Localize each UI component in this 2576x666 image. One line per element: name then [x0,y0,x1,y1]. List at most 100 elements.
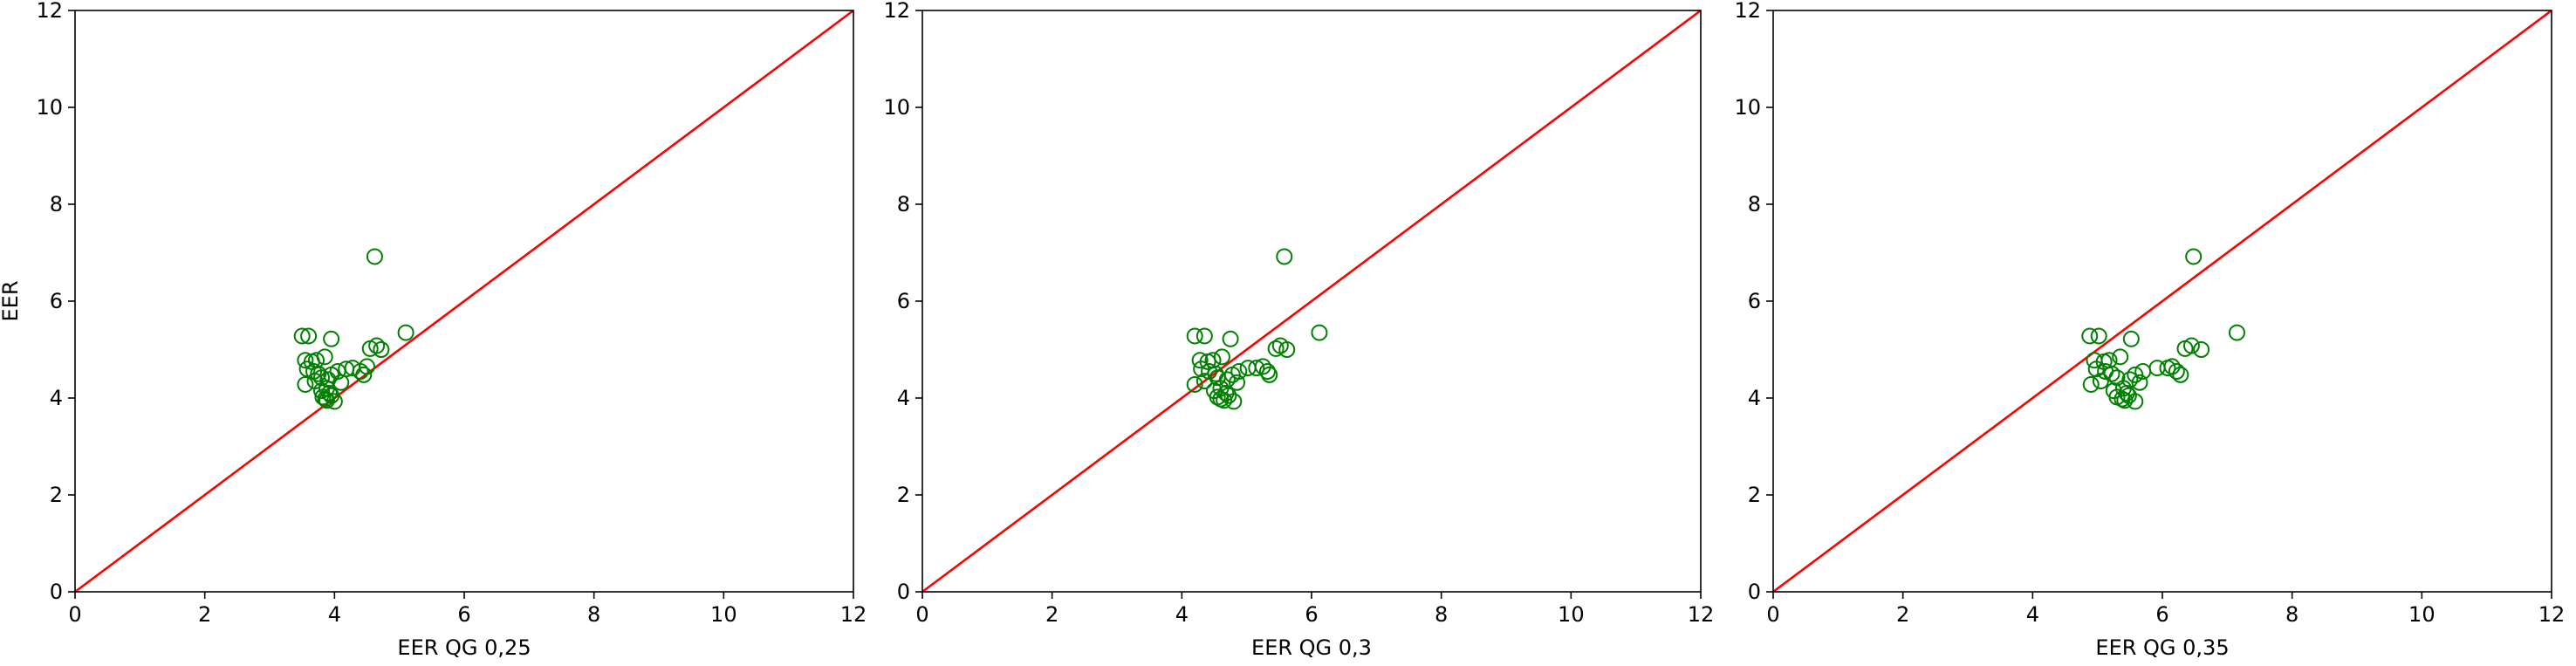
reference-line [921,9,1702,594]
data-point [323,330,340,347]
y-tick-label: 10 [36,95,63,120]
y-tick-label: 0 [1748,580,1761,604]
chart-panel-3: 0 2 4 6 8 10 12 0 2 4 6 8 10 12 EER QG 0,35 [1734,0,2565,660]
data-point [2182,337,2200,354]
data-point [2092,373,2109,390]
x-tick-label: 2 [198,602,211,627]
data-point [1213,348,1230,366]
x-tick-label: 6 [457,602,470,627]
data-point [2087,360,2105,378]
y-tick-label: 4 [897,386,910,410]
data-point [1186,375,1203,393]
x-tick-label: 4 [328,602,341,627]
y-tick-label: 10 [883,95,910,120]
data-point [355,366,373,383]
data-point [397,324,414,341]
y-tick-label: 12 [36,0,63,23]
x-tick-label: 10 [710,602,737,627]
data-point [366,248,383,265]
x-tick-label: 2 [1045,602,1058,627]
y-tick-label: 6 [897,289,910,313]
data-point [373,341,390,358]
y-tick-label: 8 [50,192,63,216]
data-point [2131,374,2148,391]
data-point [297,352,314,369]
data-point [308,352,325,369]
x-tick-label: 10 [1558,602,1585,627]
data-point [2090,327,2107,345]
x-tick-label: 12 [1688,602,1715,627]
data-point [2228,324,2245,341]
y-tick-label: 12 [883,0,910,23]
data-point [2193,341,2210,358]
x-tick-label: 12 [2538,602,2566,627]
data-point [2172,366,2189,383]
x-axis-label: EER QG 0,35 [2095,635,2229,660]
data-point [2081,327,2099,345]
data-point [300,327,318,345]
y-tick-label: 0 [897,580,910,604]
y-tick-label: 6 [50,289,63,313]
y-tick-label: 2 [1748,483,1761,507]
y-tick-label: 12 [1734,0,1761,23]
data-point [1278,341,1296,358]
data-point [1191,352,1209,369]
x-tick-label: 12 [840,602,867,627]
data-point [1254,358,1271,375]
x-tick-label: 10 [2408,602,2436,627]
reference-line [1772,9,2552,594]
data-point [310,365,327,382]
data-point [316,348,333,366]
data-point [2185,248,2203,265]
x-tick-label: 8 [587,602,600,627]
x-tick-label: 2 [1896,602,1909,627]
x-axis-label: EER QG 0,25 [397,635,531,660]
y-tick-label: 2 [50,483,63,507]
data-point [1258,362,1276,380]
x-tick-label: 0 [68,602,81,627]
data-point [2118,384,2135,402]
data-point [1196,373,1213,390]
data-point [2127,393,2144,410]
x-tick-label: 4 [2026,602,2039,627]
data-point [368,337,386,354]
y-tick-label: 4 [1748,386,1761,410]
data-point [1193,360,1210,378]
data-point [1248,360,1265,377]
y-tick-label: 6 [1748,289,1761,313]
y-tick-label: 4 [50,386,63,410]
x-tick-label: 4 [1175,602,1189,627]
x-tick-label: 6 [2155,602,2168,627]
data-point [314,388,332,406]
chart-panel-1: 0 2 4 6 8 10 12 0 2 4 6 8 10 12 EER QG 0,25 EER [0,0,867,660]
data-point [1186,327,1203,345]
data-point [1229,374,1246,391]
x-tick-label: 8 [2285,602,2299,627]
data-point [293,327,311,345]
y-tick-label: 0 [50,580,63,604]
x-axis-label: EER QG 0,3 [1251,635,1372,660]
data-point [332,374,350,391]
reference-line [74,9,854,594]
y-tick-label: 10 [1734,95,1761,120]
data-point [1222,330,1239,347]
data-point [2163,358,2181,375]
data-point [1267,340,1285,357]
data-point [312,369,330,387]
data-point [1196,327,1213,345]
y-tick-label: 8 [897,192,910,216]
data-point [2168,362,2185,380]
x-tick-label: 8 [1435,602,1448,627]
x-tick-label: 0 [1766,602,1779,627]
data-point [1216,392,1233,409]
data-point [1220,387,1237,404]
data-point [318,392,335,409]
y-tick-label: 2 [897,483,910,507]
data-point [1230,362,1248,380]
data-point [2116,392,2134,409]
data-point [325,393,343,410]
data-point [2122,330,2140,347]
data-point [359,358,375,375]
